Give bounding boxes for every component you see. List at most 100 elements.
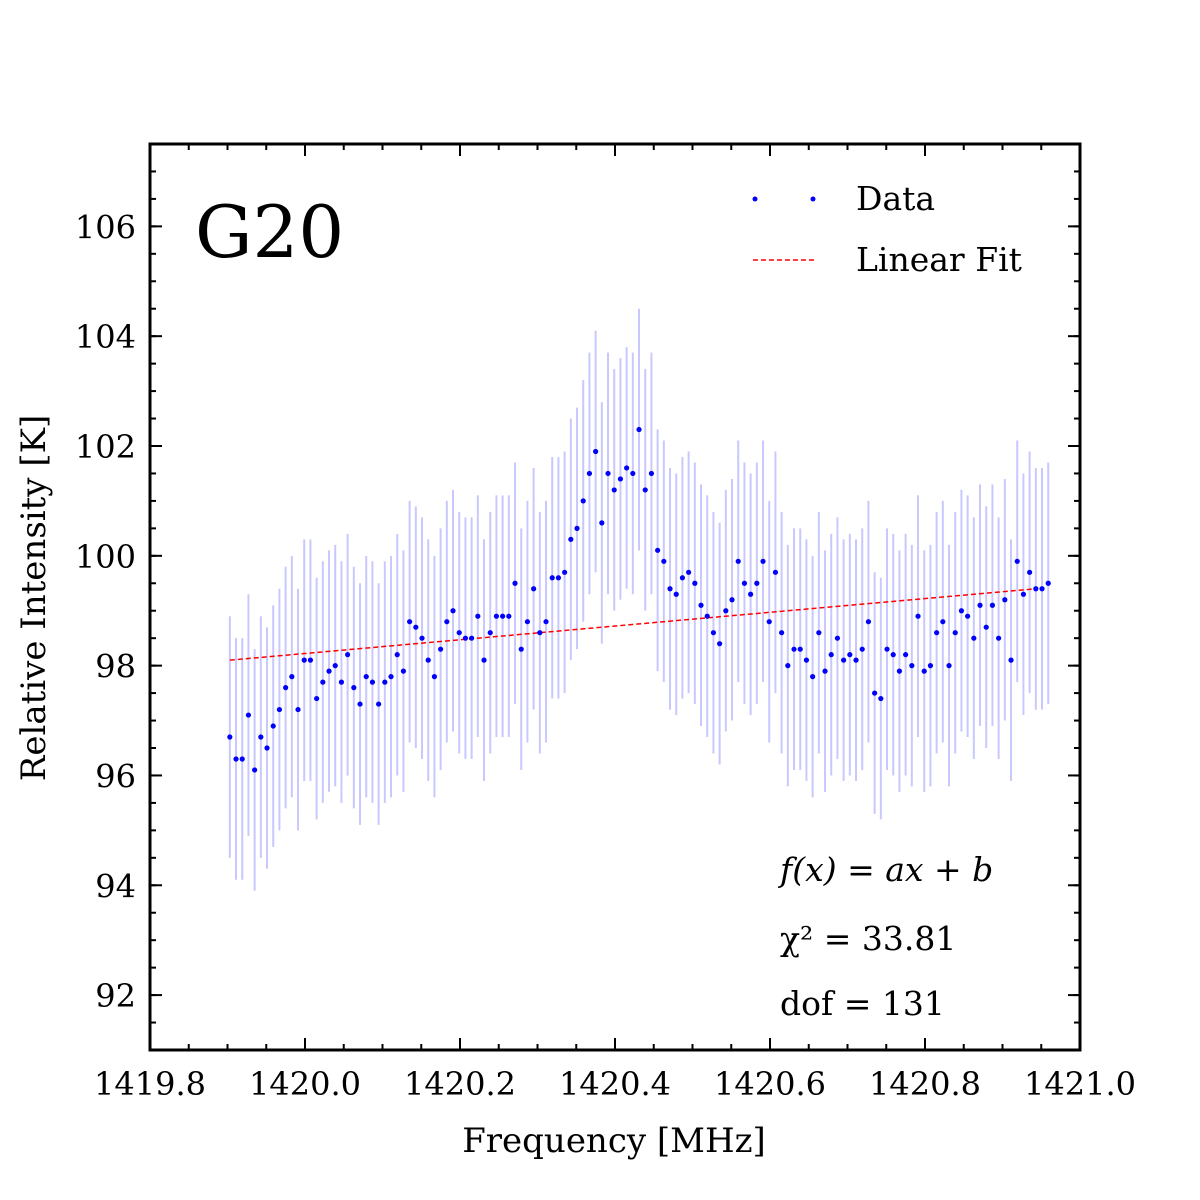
- data-point: [1033, 586, 1039, 592]
- data-point: [1045, 580, 1051, 586]
- data-point: [766, 619, 772, 625]
- data-points: [227, 426, 1051, 773]
- data-point: [382, 679, 388, 685]
- data-point: [698, 602, 704, 608]
- y-axis-label: Relative Intensity [K]: [14, 415, 54, 781]
- data-point: [518, 646, 524, 652]
- error-bars: [228, 308, 1050, 891]
- data-point: [369, 679, 376, 685]
- data-point: [717, 641, 723, 647]
- legend-data-marker-1: [752, 196, 758, 202]
- x-tick-label: 1420.6: [714, 1065, 826, 1103]
- data-point: [754, 580, 760, 586]
- x-tick-label: 1421.0: [1024, 1065, 1136, 1103]
- data-point: [779, 630, 785, 636]
- data-point: [475, 613, 481, 619]
- data-point: [878, 695, 884, 702]
- data-point: [983, 624, 989, 630]
- data-point: [940, 619, 946, 625]
- data-point: [562, 569, 568, 575]
- data-point: [245, 712, 252, 718]
- data-point: [673, 591, 679, 597]
- data-point: [909, 663, 915, 669]
- x-axis-label: Frequency [MHz]: [462, 1121, 766, 1161]
- data-point: [636, 426, 642, 433]
- legend-fit-label: Linear Fit: [856, 240, 1022, 279]
- data-point: [252, 767, 258, 773]
- data-point: [301, 657, 307, 663]
- data-point: [927, 663, 934, 669]
- data-point: [704, 613, 710, 619]
- data-point: [890, 652, 896, 658]
- y-tick-label: 106: [75, 208, 136, 246]
- data-point: [896, 668, 903, 674]
- x-tick-label: 1420.8: [869, 1065, 981, 1103]
- data-point: [853, 657, 859, 663]
- y-tick-label: 92: [95, 977, 136, 1015]
- data-point: [661, 558, 667, 564]
- data-point: [624, 465, 630, 471]
- y-tick-label: 102: [75, 428, 136, 466]
- data-point: [314, 695, 320, 702]
- data-point: [338, 679, 345, 685]
- data-point: [679, 575, 686, 581]
- data-point: [723, 608, 729, 614]
- data-point: [593, 448, 599, 455]
- legend: Data Linear Fit: [752, 179, 1022, 279]
- data-point: [599, 520, 605, 526]
- data-point: [413, 624, 419, 630]
- data-point: [239, 756, 245, 762]
- data-point: [531, 586, 537, 592]
- data-point: [431, 674, 438, 680]
- data-point: [692, 580, 698, 586]
- data-point: [667, 586, 673, 592]
- data-point: [264, 745, 270, 751]
- data-point: [419, 635, 425, 641]
- x-tick-label: 1420.4: [559, 1065, 671, 1103]
- data-point: [580, 498, 586, 504]
- data-point: [977, 602, 983, 608]
- data-point: [469, 635, 475, 641]
- data-point: [568, 536, 574, 542]
- data-point: [276, 706, 283, 713]
- data-point: [555, 575, 562, 581]
- data-point: [1020, 591, 1027, 597]
- data-point: [1008, 657, 1014, 663]
- data-point: [512, 580, 518, 586]
- data-point: [1014, 558, 1020, 564]
- data-point: [289, 674, 295, 680]
- data-point: [785, 663, 791, 669]
- data-point: [934, 630, 940, 636]
- data-point: [227, 734, 233, 740]
- data-point: [425, 657, 431, 663]
- data-point: [822, 668, 828, 674]
- tick-labels: 1419.8 1420.0 1420.2 1420.4 1420.6 1420.8 1421…: [75, 208, 1136, 1103]
- data-point: [549, 575, 555, 581]
- x-tick-label: 1419.8: [94, 1065, 206, 1103]
- y-tick-label: 98: [95, 648, 136, 686]
- data-point: [363, 674, 369, 680]
- data-point: [462, 635, 469, 641]
- legend-data-label: Data: [856, 179, 935, 218]
- data-point: [903, 652, 909, 658]
- data-point: [648, 470, 655, 477]
- data-point: [965, 613, 971, 619]
- data-point: [630, 470, 636, 477]
- fit-line: [229, 588, 1036, 661]
- axis-ticks: [149, 143, 1081, 1051]
- data-point: [686, 569, 692, 575]
- data-point: [617, 476, 624, 482]
- data-point: [872, 690, 878, 696]
- data-point: [506, 613, 512, 619]
- legend-data-marker-2: [810, 196, 816, 202]
- data-point: [946, 663, 952, 669]
- y-tick-label: 100: [75, 538, 136, 576]
- data-point: [859, 646, 865, 652]
- x-tick-label: 1420.2: [404, 1065, 516, 1103]
- data-point: [748, 591, 754, 597]
- data-point: [760, 558, 766, 564]
- fit-model-text: f(x) = ax + b: [777, 850, 993, 889]
- data-point: [233, 756, 239, 762]
- data-point: [810, 674, 816, 680]
